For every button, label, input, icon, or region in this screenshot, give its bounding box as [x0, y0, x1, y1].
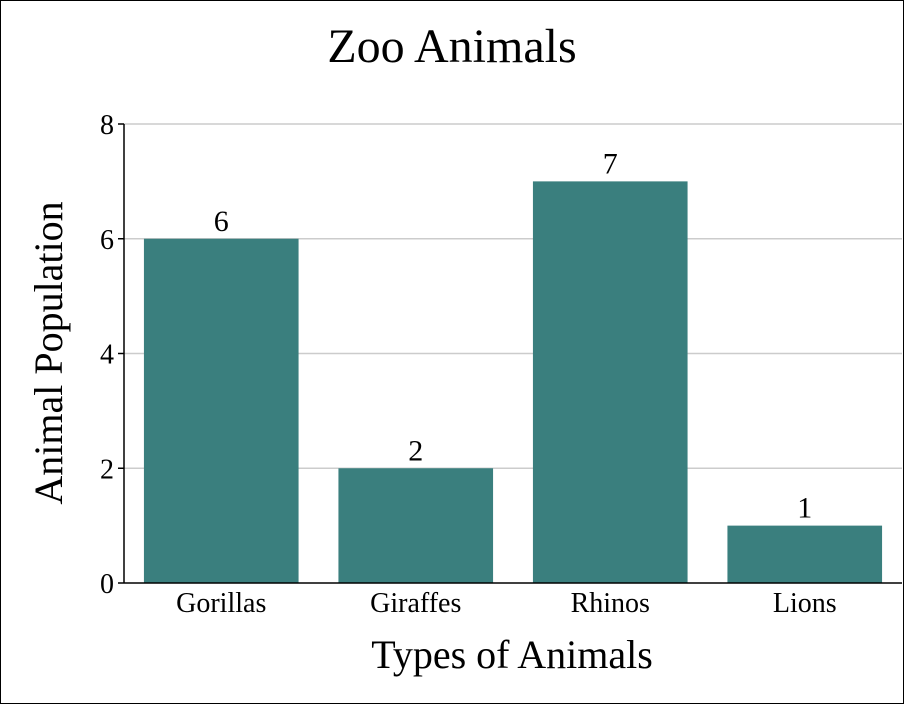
- data-label: 6: [214, 205, 229, 238]
- labels: 0 2 4 6 8 6 Gorillas 2 Giraffes 7 Rhinos 1 Lions: [100, 110, 837, 619]
- y-tick-label: 2: [100, 454, 114, 485]
- y-tick-label: 8: [100, 110, 114, 141]
- y-axis-label: Animal Population: [26, 201, 71, 504]
- bar: [143, 238, 299, 583]
- x-tick-label: Lions: [773, 588, 837, 619]
- x-tick-label: Giraffes: [370, 588, 461, 619]
- x-axis-label: Types of Animals: [371, 632, 653, 677]
- chart-title: Zoo Animals: [327, 20, 576, 73]
- bar: [727, 525, 883, 583]
- y-tick-label: 6: [100, 225, 114, 256]
- data-label: 7: [603, 147, 618, 180]
- x-tick-label: Rhinos: [571, 588, 650, 619]
- bar: [532, 181, 688, 583]
- data-label: 2: [408, 434, 423, 467]
- data-label: 1: [797, 492, 812, 525]
- x-tick-label: Gorillas: [176, 588, 266, 619]
- bars: [143, 181, 883, 583]
- y-tick-label: 0: [100, 569, 114, 600]
- y-tick-label: 4: [100, 340, 114, 371]
- bar: [338, 468, 494, 583]
- axes: [118, 123, 902, 584]
